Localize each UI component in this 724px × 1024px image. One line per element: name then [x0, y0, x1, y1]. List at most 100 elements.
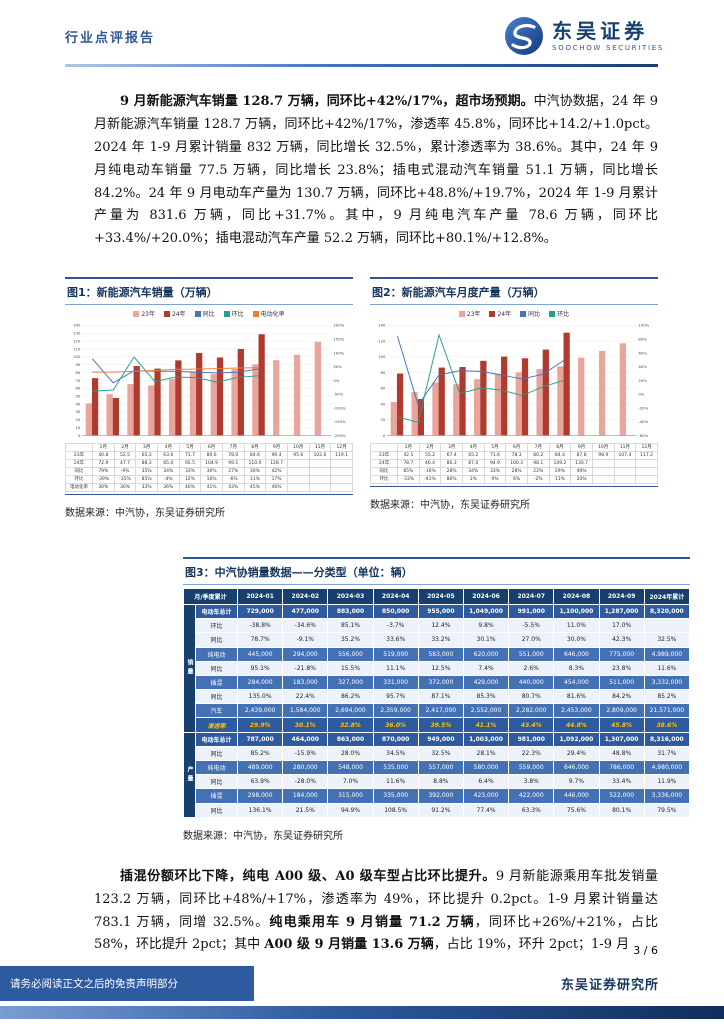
svg-text:150%: 150% [333, 337, 344, 342]
svg-text:60: 60 [381, 386, 386, 391]
svg-text:50%: 50% [333, 364, 342, 369]
brand-name-en: SOOCHOW SECURITIES [552, 44, 664, 52]
figure-2-source: 数据来源：中汽协，东吴证券研究所 [370, 499, 530, 511]
svg-text:20: 20 [381, 417, 386, 422]
brand-logo: 东吴证券 SOOCHOW SECURITIES [504, 16, 664, 56]
table-row: 1月 2月 3月 4月 5月 6月 7月 8月 9月 10月 11月 12月 [370, 442, 658, 452]
fig1-mini-table: 1月 2月 3月 4月 5月 6月 7月 8月 9月 10月 11月 12月 23年 40.8 52.5 65… [65, 442, 353, 492]
figure-2: 图2：新能源汽车月度产量（万辆） 23年 24年 同比 环比 0 20 40 60 80 100… [370, 277, 658, 519]
figure-3: 图3：中汽协销量数据——分类型（单位：辆） 月/季度累计 2024-01 2024-… [182, 556, 691, 842]
text-segment: ，占比 19%，环升 2pct；1-9 月 [433, 937, 630, 953]
figure-1-plot: 0 10 20 30 40 50 60 70 80 90 100 110 120 130 140 -200% -… [65, 319, 353, 442]
svg-text:10: 10 [76, 425, 81, 430]
soochow-logo-icon [505, 17, 544, 55]
table-row: 同比 135.0% 22.4% 86.2% 95.7% 87.1% 85.3% 80.7% 81… [184, 689, 691, 705]
fig2-mini-table: 1月 2月 3月 4月 5月 6月 7月 8月 9月 10月 11月 12月 23年 42.5 55.2 67… [370, 442, 658, 484]
footer-bar [0, 1006, 724, 1019]
text-segment: 插混份额环比下降，纯电 A00 级、A0 级车型占比环比提升。 [120, 868, 496, 884]
svg-text:140: 140 [73, 323, 81, 328]
svg-text:60: 60 [76, 386, 81, 391]
table-row: 同比 95.1% -21.8% 15.5% 11.1% 12.5% 7.4% 2.6% 8.3%… [184, 660, 691, 676]
svg-text:-150%: -150% [333, 419, 346, 424]
svg-text:20%: 20% [638, 378, 647, 383]
svg-text:-20%: -20% [638, 405, 648, 410]
legend-swatch [252, 310, 259, 317]
svg-text:-60%: -60% [638, 433, 648, 438]
table-row: 同比 85.2% -15.9% 28.0% 34.5% 32.5% 28.1% 22.3% 29… [184, 745, 691, 762]
figure-2-legend: 23年 24年 同比 环比 [370, 309, 658, 318]
text-segment: 9 月新能源汽车销量 128.7 万辆，同环比+42%/17%，超市场预期。 [120, 94, 534, 109]
legend-item: 环比 [223, 309, 244, 318]
legend-swatch [194, 310, 201, 317]
figure-3-title: 图3：中汽协销量数据——分类型（单位：辆） [183, 556, 690, 585]
legend-item: 23年 [458, 309, 480, 318]
svg-text:-40%: -40% [638, 419, 648, 424]
svg-text:70: 70 [76, 378, 81, 383]
legend-item: 同比 [194, 309, 215, 318]
svg-text:40: 40 [381, 402, 386, 407]
legend-swatch [458, 310, 465, 317]
table-row: 23年 42.5 55.2 67.4 65.2 71.6 78.3 80.2 84.4 87.8 9… [370, 450, 658, 460]
table-row: 渗透率 29.9% 30.1% 32.8% 36.0% 39.5% 41.1% 43.4% 44… [184, 717, 691, 733]
svg-text:40: 40 [76, 402, 81, 407]
svg-text:100: 100 [378, 354, 386, 359]
figure-1-body: 23年 24年 同比 环比 电动化率 0 10 20 30 40 50 60 70 80 90 100 110… [65, 309, 353, 495]
legend-item: 同比 [520, 309, 540, 318]
brand-text: 东吴证券 SOOCHOW SECURITIES [552, 20, 664, 52]
table-row: 汽车 2,439,000 1,584,000 2,694,000 2,359,000 2,… [184, 703, 691, 719]
svg-text:100%: 100% [333, 350, 344, 355]
table-row: 同比 78.7% -9.1% 35.2% 33.6% 33.2% 30.1% 27.0% 30.… [184, 632, 691, 648]
figure-2-body: 23年 24年 同比 环比 0 20 40 60 80 100 120 140 -60% -40% -20… [370, 309, 658, 487]
svg-text:-100%: -100% [333, 405, 346, 410]
caam-sales-table: 月/季度累计 2024-01 2024-02 2024-03 2024-04 2024-0… [182, 587, 691, 818]
table-row: 电动化率 30% 30% 33% 36% 40% 41% 43% 45% 46% [65, 482, 353, 492]
figure-2-title: 图2：新能源汽车月度产量（万辆） [370, 277, 658, 306]
table-header-row: 月/季度累计 2024-01 2024-02 2024-03 2024-04 2024-0… [182, 587, 691, 605]
table-row: 同比 136.1% 21.5% 94.9% 108.5% 91.2% 77.4% 63.3% 7… [184, 802, 691, 818]
section-label: 销量 [183, 603, 196, 733]
table-row: 环比 -39% -35% 85% -4% 12% 10% -6% 11% 17% [65, 474, 353, 484]
svg-text:80: 80 [76, 370, 81, 375]
svg-text:90: 90 [76, 362, 81, 367]
svg-text:50: 50 [76, 394, 81, 399]
svg-text:120: 120 [378, 339, 386, 344]
svg-text:100: 100 [73, 354, 81, 359]
svg-text:130: 130 [73, 331, 81, 336]
disclaimer-banner: 请务必阅读正文之后的免责声明部分 [0, 966, 254, 1001]
svg-text:80: 80 [381, 370, 386, 375]
svg-text:100%: 100% [638, 323, 649, 328]
text-segment: 中汽协数据，24 年 9 月新能源汽车销量 128.7 万辆，同环比+42%/1… [94, 94, 658, 247]
text-segment: ，同环比+26%/+21%，占比 58%，环比提升 2pct；其中 [94, 914, 659, 953]
legend-swatch [223, 310, 230, 317]
svg-text:20: 20 [76, 417, 81, 422]
brand-name-cn: 东吴证券 [552, 19, 649, 43]
svg-text:80%: 80% [638, 337, 647, 342]
fig1-svg: 0 10 20 30 40 50 60 70 80 90 100 110 120 130 140 -200% -… [73, 323, 346, 438]
paragraph-mix-analysis: 插混份额环比下降，纯电 A00 级、A0 级车型占比环比提升。9 月新能源乘用车… [94, 866, 658, 958]
svg-text:0%: 0% [333, 378, 339, 383]
legend-item: 环比 [549, 309, 569, 318]
text-segment: 9 月新能源乘用车批发销量 123.2 万辆，同环比+48%/+17%，渗透率为… [94, 868, 658, 930]
figure-1-data-table: 1月 2月 3月 4月 5月 6月 7月 8月 9月 10月 11月 12月 23年 40.8 52.5 65… [65, 442, 353, 492]
report-type-label: 行业点评报告 [65, 30, 156, 46]
legend-item: 23年 [133, 309, 155, 318]
svg-text:0: 0 [383, 433, 386, 438]
table-row: 24年 72.9 47.7 88.3 85.0 95.5 104.9 99.1 110.0 128… [65, 458, 353, 468]
svg-text:-200%: -200% [333, 433, 346, 438]
table-row: 同比 85% -16% 28% 34% 33% 28% 22% 29% 49% [370, 466, 658, 476]
page-header: 行业点评报告 东吴证券 SOOCHOW SECURITIES [0, 0, 724, 62]
table-row: 插混 298,000 184,000 315,000 335,000 392,000 423… [184, 788, 691, 804]
svg-text:110: 110 [73, 346, 81, 351]
table-row: 同比 63.9% -28.0% 7.0% 11.6% 8.8% 6.4% 3.8% 9.7% 33… [184, 774, 691, 790]
svg-text:120: 120 [73, 339, 81, 344]
legend-item: 24年 [489, 309, 511, 318]
text-segment: A00 级 9 月销量 13.6 万辆 [264, 937, 434, 953]
table-row: 产量 电动车总计 787,000 464,000 863,000 870,000 949,0… [183, 731, 691, 818]
figure-1-title: 图1：新能源汽车销量（万辆） [65, 277, 353, 306]
paragraph-sales-summary: 9 月新能源汽车销量 128.7 万辆，同环比+42%/17%，超市场预期。中汽… [94, 91, 658, 251]
figure-1: 图1：新能源汽车销量（万辆） 23年 24年 同比 环比 电动化率 0 10 20 30 40 5… [65, 277, 353, 519]
figure-1-legend: 23年 24年 同比 环比 电动化率 [65, 309, 353, 318]
figure-2-data-table: 1月 2月 3月 4月 5月 6月 7月 8月 9月 10月 11月 12月 23年 42.5 55.2 67… [370, 442, 658, 484]
legend-swatch [489, 310, 496, 317]
